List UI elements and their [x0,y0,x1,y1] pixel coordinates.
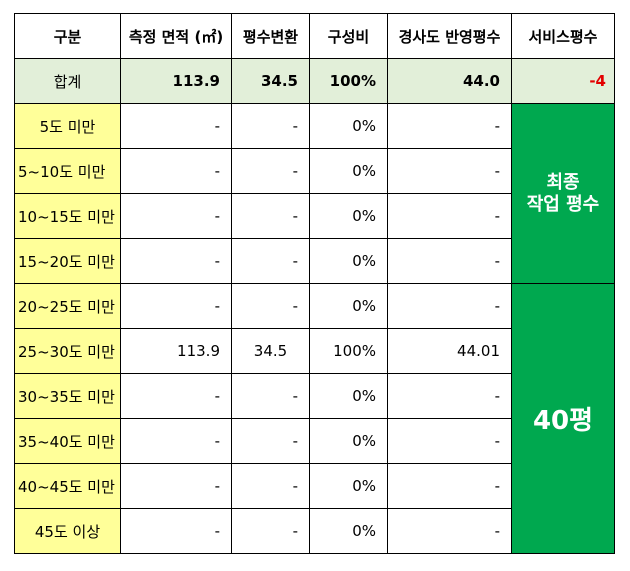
table-row: 45도 이상 - - 0% - [14,508,615,554]
area-cell: - [120,418,232,464]
slope-pyeong-cell: - [387,148,512,194]
pyeong-cell: - [231,148,310,194]
table-row: 5도 미만 - - 0% - 최종 작업 평수 [14,103,615,284]
header-composition-ratio: 구성비 [309,13,388,59]
ratio-cell: 0% [309,373,388,419]
pyeong-cell: - [231,463,310,509]
pyeong-cell: - [231,238,310,284]
pyeong-cell: - [231,373,310,419]
final-work-label-line1: 최종 [546,171,580,193]
final-work-value-block: 40평 [511,283,615,554]
range-label: 45도 이상 [14,508,121,554]
pyeong-cell: - [231,283,310,329]
header-service-pyeong: 서비스평수 [511,13,615,59]
slope-pyeong-cell: - [387,463,512,509]
slope-pyeong-cell: - [387,238,512,284]
area-cell: - [120,463,232,509]
table-row: 15~20도 미만 - - 0% - [14,238,615,284]
range-label: 20~25도 미만 [14,283,121,329]
slope-pyeong-cell: - [387,283,512,329]
slope-pyeong-cell: - [387,373,512,419]
ratio-cell: 0% [309,508,388,554]
total-pyeong: 34.5 [231,58,310,104]
total-ratio: 100% [309,58,388,104]
table-row: 30~35도 미만 - - 0% - [14,373,615,419]
area-cell: - [120,193,232,239]
slope-pyeong-cell: 44.01 [387,328,512,374]
pyeong-cell: - [231,193,310,239]
table-row: 25~30도 미만 113.9 34.5 100% 44.01 [14,328,615,374]
slope-pyeong-cell: - [387,193,512,239]
ratio-cell: 0% [309,193,388,239]
header-measured-area: 측정 면적 (㎡) [120,13,232,59]
header-slope-pyeong: 경사도 반영평수 [387,13,512,59]
range-label: 5~10도 미만 [14,148,121,194]
pyeong-cell: - [231,508,310,554]
range-label: 30~35도 미만 [14,373,121,419]
pyeong-cell: - [231,103,310,149]
total-service-pyeong: -4 [511,58,615,104]
final-work-label-block: 최종 작업 평수 [511,103,615,284]
ratio-cell: 0% [309,238,388,284]
ratio-cell: 0% [309,148,388,194]
range-label: 40~45도 미만 [14,463,121,509]
final-work-value: 40평 [532,406,594,436]
table-header-row: 구분 측정 면적 (㎡) 평수변환 구성비 경사도 반영평수 서비스평수 [14,13,615,59]
ratio-cell: 0% [309,103,388,149]
table-row: 40~45도 미만 - - 0% - [14,463,615,509]
total-area: 113.9 [120,58,232,104]
area-cell: - [120,508,232,554]
ratio-cell: 0% [309,463,388,509]
ratio-cell: 100% [309,328,388,374]
slope-pyeong-cell: - [387,418,512,464]
area-cell: - [120,373,232,419]
area-cell: - [120,283,232,329]
header-category: 구분 [14,13,121,59]
slope-area-table: 구분 측정 면적 (㎡) 평수변환 구성비 경사도 반영평수 서비스평수 합계 … [14,13,615,554]
header-pyeong-conversion: 평수변환 [231,13,310,59]
slope-pyeong-cell: - [387,103,512,149]
final-work-label-line2: 작업 평수 [526,193,600,215]
ratio-cell: 0% [309,283,388,329]
total-label: 합계 [14,58,121,104]
table-row: 35~40도 미만 - - 0% - [14,418,615,464]
area-cell: - [120,238,232,284]
pyeong-cell: 34.5 [231,328,310,374]
total-row: 합계 113.9 34.5 100% 44.0 -4 [14,58,615,104]
table-row: 5~10도 미만 - - 0% - [14,148,615,194]
ratio-cell: 0% [309,418,388,464]
range-label: 35~40도 미만 [14,418,121,464]
area-cell: 113.9 [120,328,232,374]
area-cell: - [120,148,232,194]
pyeong-cell: - [231,418,310,464]
slope-pyeong-cell: - [387,508,512,554]
range-label: 10~15도 미만 [14,193,121,239]
range-label: 25~30도 미만 [14,328,121,374]
total-slope-pyeong: 44.0 [387,58,512,104]
range-label: 15~20도 미만 [14,238,121,284]
range-label: 5도 미만 [14,103,121,149]
area-cell: - [120,103,232,149]
table-row: 20~25도 미만 - - 0% - 40평 [14,283,615,554]
